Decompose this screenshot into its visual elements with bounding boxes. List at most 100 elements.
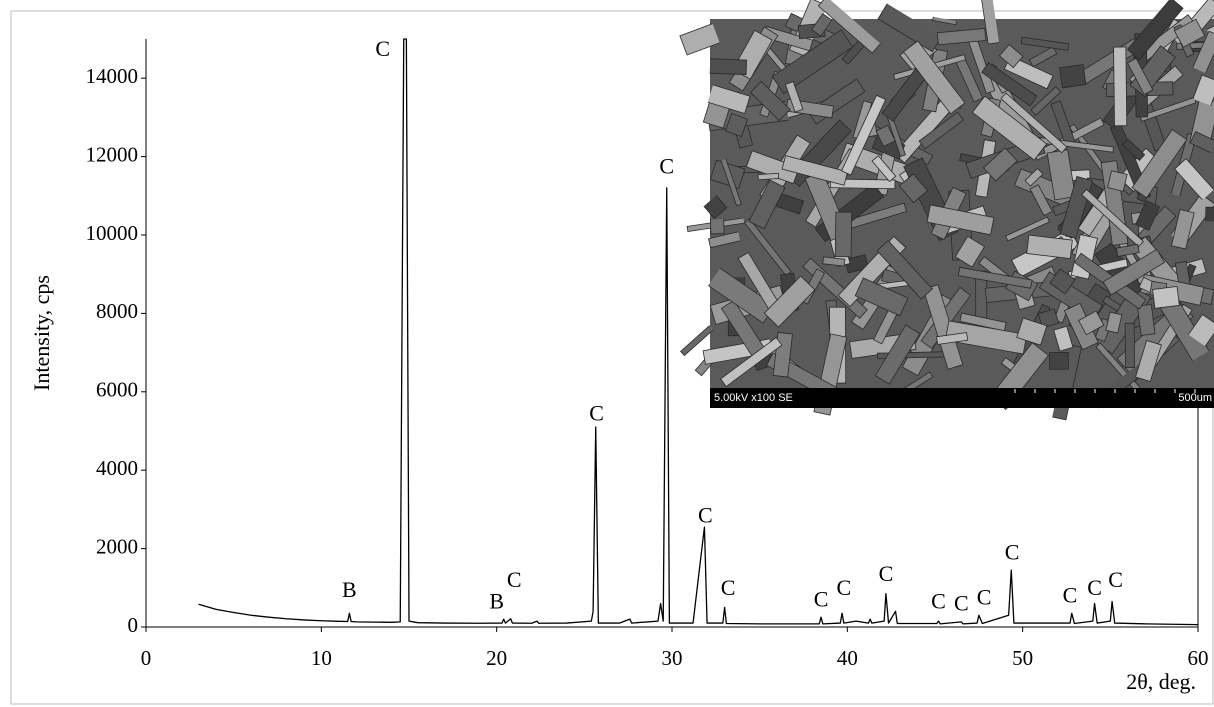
peak-label: C bbox=[721, 575, 736, 600]
crystal bbox=[959, 312, 1007, 332]
crystal bbox=[902, 40, 966, 115]
crystal bbox=[1005, 216, 1050, 242]
peak-label: C bbox=[375, 36, 390, 61]
peak-label: C bbox=[879, 561, 894, 586]
crystal bbox=[757, 172, 780, 181]
crystal bbox=[1029, 184, 1053, 217]
crystal bbox=[841, 94, 887, 176]
xrd-trace bbox=[198, 38, 1199, 626]
crystal bbox=[874, 324, 921, 385]
sem-caption-right: 500um bbox=[1178, 392, 1212, 404]
crystal bbox=[1053, 325, 1074, 352]
crystal bbox=[784, 81, 804, 113]
crystal bbox=[1000, 92, 1068, 154]
crystal bbox=[1135, 339, 1162, 383]
crystal bbox=[679, 13, 722, 56]
crystal bbox=[1081, 188, 1144, 248]
crystal bbox=[720, 337, 783, 388]
crystal bbox=[724, 112, 749, 138]
crystal bbox=[1102, 248, 1166, 296]
crystal bbox=[1171, 209, 1195, 250]
crystal bbox=[1189, 131, 1214, 155]
crystal bbox=[944, 320, 1028, 355]
crystal bbox=[936, 332, 969, 345]
crystal bbox=[822, 256, 846, 267]
crystal bbox=[854, 277, 909, 317]
y-tick-label: 8000 bbox=[96, 299, 138, 323]
crystal bbox=[1126, 57, 1154, 95]
crystal bbox=[918, 111, 964, 150]
crystal bbox=[982, 147, 1018, 182]
sem-inset: 5.00kV x100 SE 500um bbox=[679, 0, 1214, 421]
crystal bbox=[1049, 268, 1076, 295]
peak-label: B bbox=[489, 589, 504, 614]
crystal bbox=[1049, 352, 1069, 370]
peak-label: C bbox=[589, 400, 604, 425]
crystal bbox=[834, 211, 853, 258]
crystal bbox=[998, 43, 1024, 69]
crystal bbox=[1078, 310, 1105, 336]
crystal bbox=[1152, 286, 1180, 309]
peak-label: C bbox=[1005, 540, 1020, 565]
crystal bbox=[1102, 295, 1122, 312]
crystal bbox=[1028, 46, 1058, 68]
x-tick-label: 20 bbox=[486, 646, 507, 670]
x-tick-label: 10 bbox=[311, 646, 332, 670]
peak-label: C bbox=[507, 567, 522, 592]
x-tick-label: 50 bbox=[1012, 646, 1033, 670]
peak-label: C bbox=[931, 589, 946, 614]
crystal bbox=[957, 266, 1033, 289]
crystal bbox=[1020, 36, 1070, 51]
crystal bbox=[871, 155, 897, 183]
sem-caption-bar bbox=[710, 388, 1214, 408]
crystal bbox=[1024, 167, 1044, 187]
peak-label: C bbox=[1108, 567, 1123, 592]
peak-label: C bbox=[954, 590, 969, 615]
crystal bbox=[875, 124, 896, 147]
crystal bbox=[1107, 170, 1128, 192]
y-tick-label: 0 bbox=[128, 613, 139, 637]
peak-label: C bbox=[659, 153, 674, 178]
peak-label: C bbox=[1087, 575, 1102, 600]
y-tick-label: 14000 bbox=[86, 64, 139, 88]
crystal bbox=[811, 13, 833, 37]
sem-caption-left: 5.00kV x100 SE bbox=[714, 392, 793, 404]
crystal bbox=[763, 275, 816, 328]
crystal bbox=[771, 29, 854, 95]
y-tick-label: 2000 bbox=[96, 534, 138, 558]
x-axis-label: 2θ, deg. bbox=[1126, 669, 1196, 694]
y-tick-label: 12000 bbox=[86, 142, 139, 166]
y-tick-label: 10000 bbox=[86, 221, 139, 245]
crystal bbox=[1135, 200, 1161, 231]
crystal bbox=[1115, 243, 1140, 257]
peak-label: B bbox=[342, 577, 357, 602]
crystal bbox=[1136, 303, 1156, 336]
crystal bbox=[1113, 46, 1128, 127]
x-tick-label: 60 bbox=[1188, 646, 1209, 670]
crystal bbox=[1139, 96, 1197, 122]
crystal bbox=[981, 62, 1038, 107]
crystal bbox=[1173, 18, 1206, 48]
crystal bbox=[1026, 234, 1073, 260]
peak-label: C bbox=[836, 575, 851, 600]
crystal bbox=[829, 178, 896, 190]
x-tick-label: 30 bbox=[662, 646, 683, 670]
crystal bbox=[1046, 149, 1076, 201]
x-tick-label: 40 bbox=[837, 646, 858, 670]
peak-label: C bbox=[814, 587, 829, 612]
crystal bbox=[876, 240, 933, 300]
crystal bbox=[1121, 138, 1146, 161]
crystal bbox=[710, 217, 725, 235]
crystal bbox=[1030, 86, 1062, 116]
crystal bbox=[1124, 322, 1136, 369]
crystal bbox=[748, 179, 786, 230]
crystal bbox=[1059, 64, 1087, 89]
crystal bbox=[971, 95, 1048, 161]
peak-label: C bbox=[1063, 583, 1078, 608]
crystal bbox=[1105, 311, 1123, 334]
crystal bbox=[698, 57, 748, 75]
crystal bbox=[749, 80, 791, 122]
crystal bbox=[1126, 0, 1184, 61]
x-tick-label: 0 bbox=[141, 646, 152, 670]
